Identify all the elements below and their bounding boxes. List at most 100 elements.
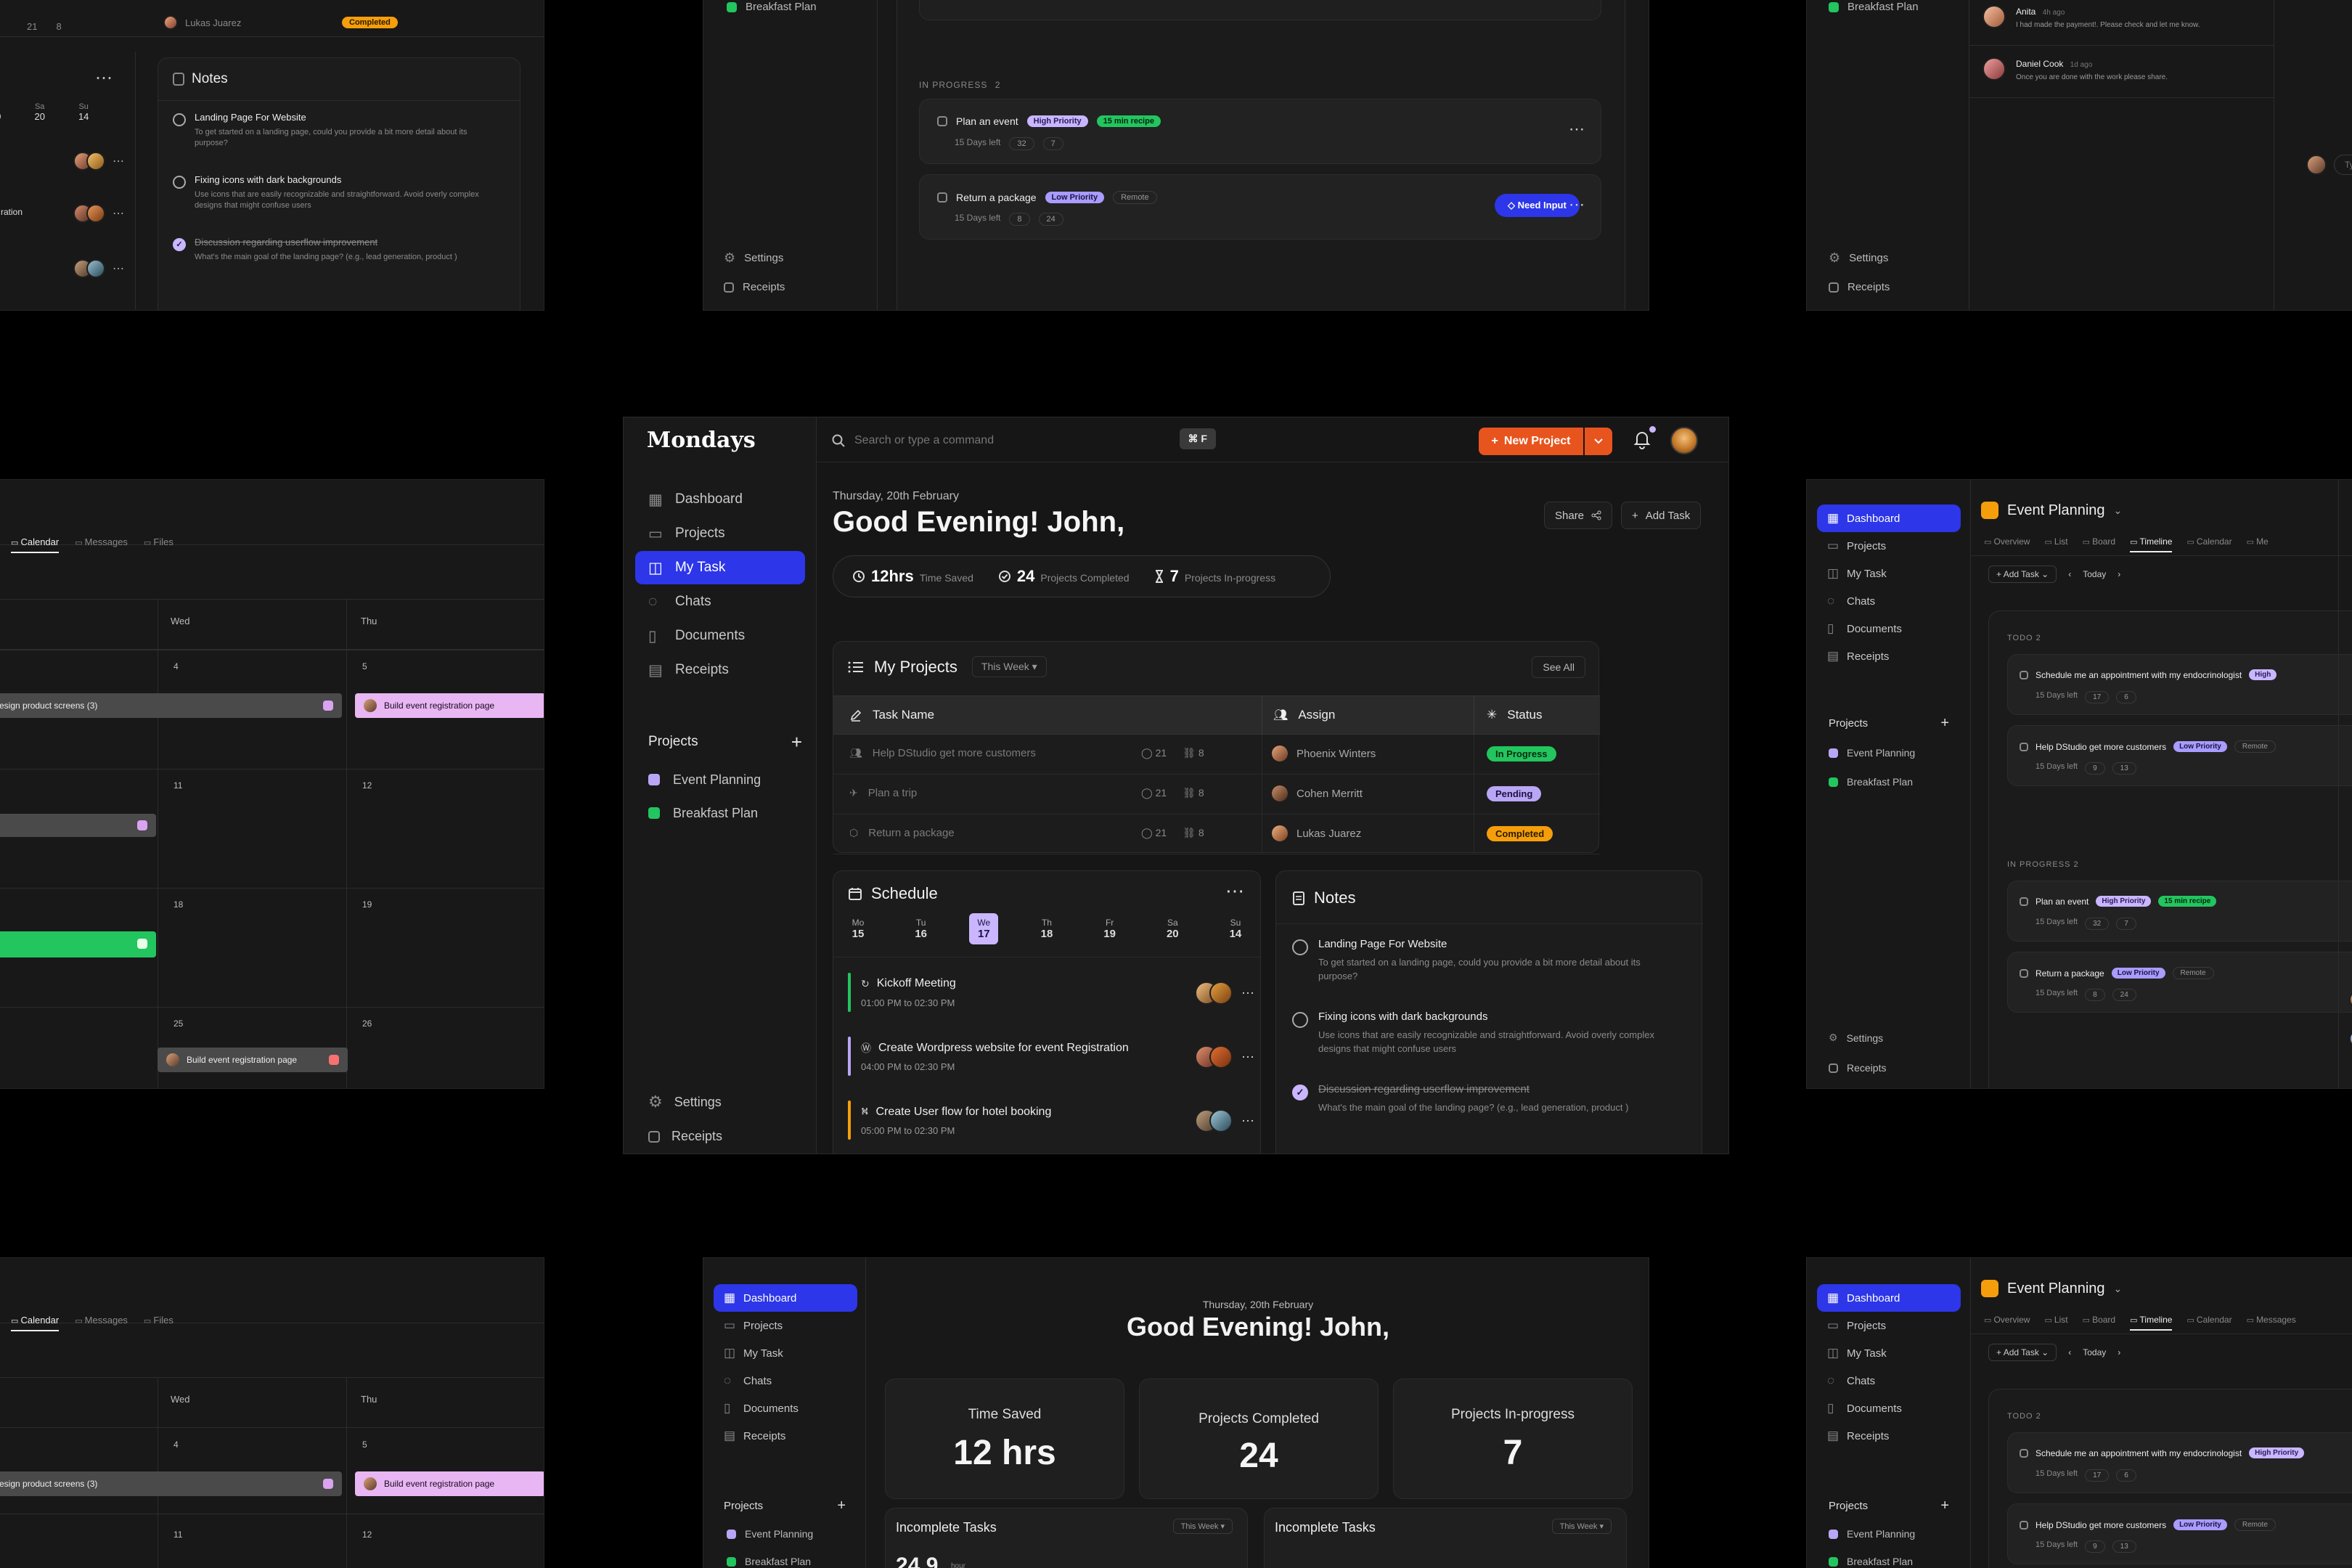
schedule-event[interactable]: ⛕ Create User flow for hotel booking 05:… xyxy=(848,1101,1254,1140)
bg-note-item[interactable]: ✓ Discussion regarding userflow improvem… xyxy=(173,237,507,299)
more-icon[interactable]: ⋯ xyxy=(95,68,113,88)
schedule-day[interactable]: Su 14 xyxy=(1221,913,1250,944)
tab-board[interactable]: ▭ Board xyxy=(2083,1315,2115,1331)
calendar-event-bar[interactable]: esign product screens (3) xyxy=(0,1471,342,1496)
bg-task-card[interactable]: Plan an event High Priority 15 min recip… xyxy=(919,99,1601,164)
bg-task-card[interactable]: Return a package Low Priority Remote 15 … xyxy=(919,174,1601,240)
notification-button[interactable] xyxy=(1633,426,1656,451)
chevron-right-icon[interactable]: › xyxy=(2118,569,2121,579)
bg-note-item[interactable]: Fixing icons with dark backgrounds Use i… xyxy=(173,174,507,237)
bg-task-card[interactable]: Help DStudio get more customers Low Prio… xyxy=(2007,1503,2352,1564)
tab-calendar[interactable]: ▭ Calendar xyxy=(2186,1315,2231,1331)
sidebar-item-receipts[interactable]: ▤ Receipts xyxy=(635,653,805,687)
bg-task-card[interactable]: Schedule me an appointment with my endoc… xyxy=(2007,654,2352,715)
circle-icon[interactable] xyxy=(1292,1012,1308,1028)
tab-list[interactable]: ▭ List xyxy=(2044,536,2067,552)
chevron-right-icon[interactable]: › xyxy=(2118,1347,2121,1357)
note-item[interactable]: Fixing icons with dark backgrounds Use i… xyxy=(1292,1010,1684,1083)
circle-icon[interactable] xyxy=(1292,939,1308,955)
chevron-down-icon[interactable]: ⌄ xyxy=(2113,1282,2123,1294)
sidebar-item-receipts[interactable]: ▤ Receipts xyxy=(714,1422,857,1450)
tab-calendar[interactable]: ▭ Calendar xyxy=(11,1315,60,1331)
sidebar-item-my-task[interactable]: ◫ My Task xyxy=(635,551,805,584)
sidebar-item-projects[interactable]: ▭ Projects xyxy=(714,1312,857,1339)
calendar-event-bar[interactable]: Build event registration page xyxy=(355,1471,544,1496)
this-week-filter[interactable]: This Week ▾ xyxy=(1172,1519,1233,1534)
sidebar-project-event-planning[interactable]: Event Planning xyxy=(648,763,802,796)
today-button[interactable]: Today xyxy=(2083,1347,2107,1357)
sidebar-item-documents[interactable]: ▯ Documents xyxy=(635,619,805,653)
sidebar-project-breakfast-plan[interactable]: Breakfast Plan xyxy=(648,796,802,830)
more-icon[interactable]: ⋯ xyxy=(1241,1049,1254,1064)
schedule-event[interactable]: ↻ Kickoff Meeting 01:00 PM to 02:30 PM ⋯ xyxy=(848,973,1254,1012)
checked-circle-icon[interactable]: ✓ xyxy=(1292,1085,1308,1101)
sidebar-item-documents[interactable]: ▯ Documents xyxy=(1817,1395,1961,1422)
calendar-event-bar[interactable]: Build event registration page xyxy=(355,693,544,718)
bg-task-card[interactable]: Help DStudio get more customers Low Prio… xyxy=(2007,725,2352,786)
chevron-left-icon[interactable]: ‹ xyxy=(2068,1347,2072,1357)
more-icon[interactable]: ⋯ xyxy=(1241,985,1254,1000)
schedule-day[interactable]: Mo 15 xyxy=(844,913,873,944)
chat-message[interactable]: Anita 4h ago I had made the payment!. Pl… xyxy=(1969,0,2274,46)
add-task-button[interactable]: + Add Task ⌄ xyxy=(1988,565,2057,583)
schedule-day[interactable]: Tu 16 xyxy=(907,913,936,944)
user-avatar[interactable] xyxy=(1670,427,1698,454)
add-project-icon[interactable]: + xyxy=(791,731,802,753)
more-icon[interactable]: ⋯ xyxy=(1225,880,1244,902)
note-item[interactable]: Landing Page For Website To get started … xyxy=(1292,938,1684,1010)
sidebar-item-chats[interactable]: ◌ Chats xyxy=(1817,1367,1961,1395)
plus-icon[interactable]: + xyxy=(837,1498,846,1514)
add-task-button[interactable]: + Add Task xyxy=(1621,502,1702,529)
sidebar-item-my-task[interactable]: ◫ My Task xyxy=(1817,560,1961,587)
settings-link[interactable]: ⚙ Settings xyxy=(648,1093,722,1111)
sidebar-item-projects[interactable]: ▭ Projects xyxy=(635,517,805,550)
tab-messages[interactable]: ▭ Messages xyxy=(75,1315,128,1331)
schedule-event[interactable]: Ⓦ Create Wordpress website for event Reg… xyxy=(848,1037,1254,1076)
tab-messages[interactable]: ▭ Messages xyxy=(75,536,128,553)
share-button[interactable]: Share xyxy=(1544,502,1613,529)
tab-calendar[interactable]: ▭ Calendar xyxy=(2186,536,2231,552)
today-button[interactable]: Today xyxy=(2083,569,2107,579)
sidebar-item-dashboard[interactable]: ▦ Dashboard xyxy=(714,1284,857,1312)
table-row[interactable]: ⬡ Return a package ◯ 21 ⛓︎ 8 Lukas Juare… xyxy=(833,814,1600,854)
tab-timeline[interactable]: ▭ Timeline xyxy=(2130,536,2173,552)
table-row[interactable]: 👥︎ Help DStudio get more customers ◯ 21 … xyxy=(833,735,1600,775)
bg-task-card[interactable]: Plan an event High Priority 15 min recip… xyxy=(2007,881,2352,942)
bg-task-card[interactable]: Schedule me an appointment with my endoc… xyxy=(2007,1432,2352,1493)
tab-messages[interactable]: ▭ Messages xyxy=(2247,1315,2296,1331)
tab-board[interactable]: ▭ Board xyxy=(2083,536,2115,552)
this-week-filter[interactable]: This Week ▾ xyxy=(971,656,1047,677)
sidebar-item-my-task[interactable]: ◫ My Task xyxy=(714,1339,857,1367)
this-week-filter[interactable]: This Week ▾ xyxy=(1551,1519,1612,1534)
bg-task-card[interactable]: Return a package Low Priority Remote 15 … xyxy=(2007,952,2352,1013)
chevron-left-icon[interactable]: ‹ xyxy=(2068,569,2072,579)
sidebar-item-dashboard[interactable]: ▦ Dashboard xyxy=(1817,505,1961,532)
tab-timeline[interactable]: ▭ Timeline xyxy=(2130,1315,2173,1331)
sidebar-item-documents[interactable]: ▯ Documents xyxy=(1817,615,1961,642)
tab-list[interactable]: ▭ List xyxy=(2044,1315,2067,1331)
add-task-button[interactable]: + Add Task ⌄ xyxy=(1988,1344,2057,1361)
sidebar-item-receipts[interactable]: ▤ Receipts xyxy=(1817,1422,1961,1450)
sidebar-item-projects[interactable]: ▭ Projects xyxy=(1817,1312,1961,1339)
schedule-day[interactable]: We 17 xyxy=(969,913,999,944)
tab-me[interactable]: ▭ Me xyxy=(2247,536,2269,552)
tab-files[interactable]: ▭ Files xyxy=(144,1315,173,1331)
more-icon[interactable]: ⋯ xyxy=(113,155,124,168)
schedule-day[interactable]: Sa 20 xyxy=(1158,913,1187,944)
plus-icon[interactable]: + xyxy=(1940,715,1949,731)
chat-message[interactable]: Daniel Cook 1d ago Once you are done wit… xyxy=(1969,46,2274,98)
sidebar-item-dashboard[interactable]: ▦ Dashboard xyxy=(1817,1284,1961,1312)
schedule-day[interactable]: Th 18 xyxy=(1032,913,1061,944)
message-input[interactable]: Typ xyxy=(2334,155,2352,175)
see-all-button[interactable]: See All xyxy=(1532,656,1585,678)
receipts-link[interactable]: Receipts xyxy=(648,1129,722,1144)
circle-icon[interactable] xyxy=(173,176,186,189)
plus-icon[interactable]: + xyxy=(1940,1498,1949,1514)
tab-overview[interactable]: ▭ Overview xyxy=(1984,1315,2030,1331)
sidebar-item-projects[interactable]: ▭ Projects xyxy=(1817,532,1961,560)
more-icon[interactable]: ⋯ xyxy=(113,208,124,220)
chevron-down-icon[interactable]: ⌄ xyxy=(2113,504,2123,516)
search-bar[interactable]: ⌘ F xyxy=(831,428,1216,454)
sidebar-item-chats[interactable]: ◌ Chats xyxy=(635,585,805,618)
bg-note-item[interactable]: Landing Page For Website To get started … xyxy=(173,112,507,174)
